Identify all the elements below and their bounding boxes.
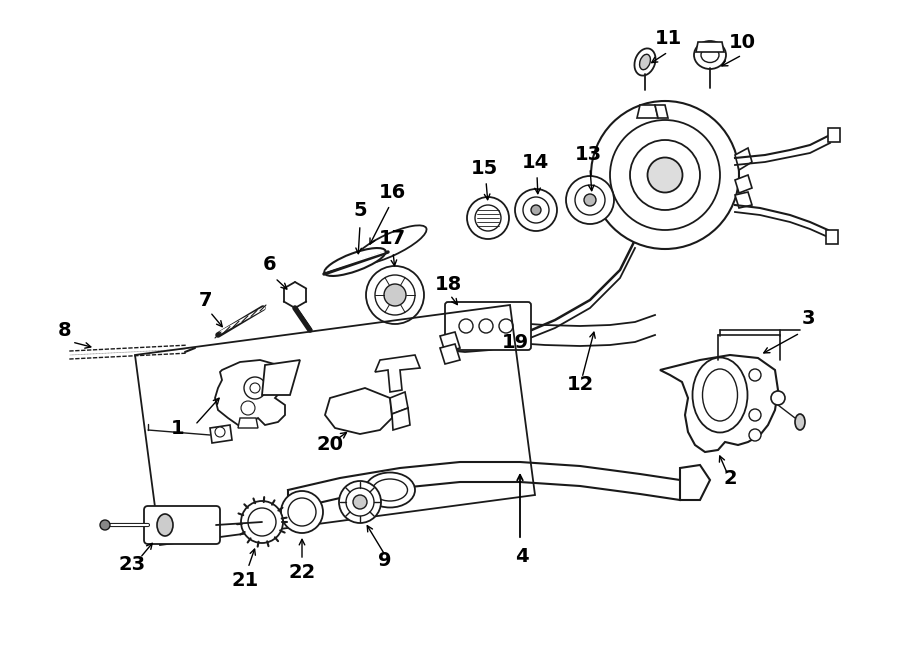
Ellipse shape [591, 101, 739, 249]
Polygon shape [440, 344, 460, 364]
Ellipse shape [100, 520, 110, 530]
Text: 19: 19 [501, 332, 528, 352]
Polygon shape [392, 408, 410, 430]
Ellipse shape [630, 140, 700, 210]
Ellipse shape [610, 120, 720, 230]
FancyBboxPatch shape [445, 302, 531, 350]
Ellipse shape [701, 48, 719, 63]
Ellipse shape [157, 514, 173, 536]
Polygon shape [735, 192, 752, 208]
Ellipse shape [634, 48, 655, 75]
Polygon shape [390, 392, 408, 414]
Polygon shape [680, 465, 710, 500]
Polygon shape [375, 355, 420, 392]
Text: 20: 20 [317, 436, 344, 455]
Text: 9: 9 [378, 551, 392, 570]
Text: 22: 22 [288, 563, 316, 582]
Polygon shape [655, 105, 668, 118]
Ellipse shape [366, 266, 424, 324]
Text: 14: 14 [521, 153, 549, 171]
Text: 5: 5 [353, 200, 367, 219]
Text: 10: 10 [728, 32, 755, 52]
Text: 15: 15 [471, 159, 498, 178]
Ellipse shape [749, 409, 761, 421]
Ellipse shape [584, 194, 596, 206]
Ellipse shape [694, 41, 726, 69]
Ellipse shape [523, 197, 549, 223]
Ellipse shape [353, 495, 367, 509]
Ellipse shape [324, 248, 386, 276]
Polygon shape [828, 128, 840, 142]
Ellipse shape [795, 414, 805, 430]
Ellipse shape [354, 225, 427, 264]
Ellipse shape [692, 358, 748, 432]
Polygon shape [660, 355, 778, 452]
Ellipse shape [375, 275, 415, 315]
Polygon shape [325, 388, 392, 434]
Ellipse shape [479, 319, 493, 333]
Text: 6: 6 [263, 256, 277, 274]
Text: 23: 23 [119, 555, 146, 574]
FancyBboxPatch shape [144, 506, 220, 544]
Ellipse shape [640, 54, 651, 69]
Ellipse shape [288, 498, 316, 526]
Polygon shape [238, 418, 258, 428]
Ellipse shape [467, 197, 509, 239]
Ellipse shape [475, 205, 501, 231]
Polygon shape [696, 42, 724, 52]
Ellipse shape [575, 185, 605, 215]
Text: 1: 1 [171, 418, 184, 438]
Text: 3: 3 [801, 309, 814, 327]
Text: 12: 12 [566, 375, 594, 395]
Ellipse shape [241, 501, 283, 543]
Text: 8: 8 [58, 321, 72, 340]
Text: 13: 13 [574, 145, 601, 165]
Ellipse shape [339, 481, 381, 523]
Ellipse shape [346, 488, 374, 516]
Ellipse shape [566, 176, 614, 224]
Ellipse shape [771, 391, 785, 405]
Polygon shape [440, 332, 460, 352]
Ellipse shape [749, 369, 761, 381]
Ellipse shape [531, 205, 541, 215]
Polygon shape [637, 105, 658, 118]
Polygon shape [262, 360, 300, 395]
Ellipse shape [499, 319, 513, 333]
Text: 16: 16 [378, 182, 406, 202]
Polygon shape [215, 360, 285, 425]
Ellipse shape [749, 429, 761, 441]
Polygon shape [210, 425, 232, 443]
Ellipse shape [241, 401, 255, 415]
Ellipse shape [384, 284, 406, 306]
Text: 17: 17 [378, 229, 406, 247]
Text: 2: 2 [724, 469, 737, 488]
Polygon shape [826, 230, 838, 244]
Ellipse shape [244, 377, 266, 399]
Ellipse shape [459, 319, 473, 333]
Text: 11: 11 [654, 28, 681, 48]
Text: 21: 21 [231, 570, 258, 590]
Text: 18: 18 [435, 276, 462, 295]
Polygon shape [735, 175, 752, 193]
Ellipse shape [365, 473, 415, 508]
Polygon shape [735, 148, 752, 170]
Text: 7: 7 [198, 290, 212, 309]
Ellipse shape [248, 508, 276, 536]
Ellipse shape [281, 491, 323, 533]
Ellipse shape [250, 383, 260, 393]
Ellipse shape [373, 479, 408, 501]
Text: 4: 4 [515, 547, 529, 566]
Ellipse shape [703, 369, 737, 421]
Ellipse shape [215, 427, 225, 437]
Ellipse shape [515, 189, 557, 231]
Ellipse shape [647, 157, 682, 192]
